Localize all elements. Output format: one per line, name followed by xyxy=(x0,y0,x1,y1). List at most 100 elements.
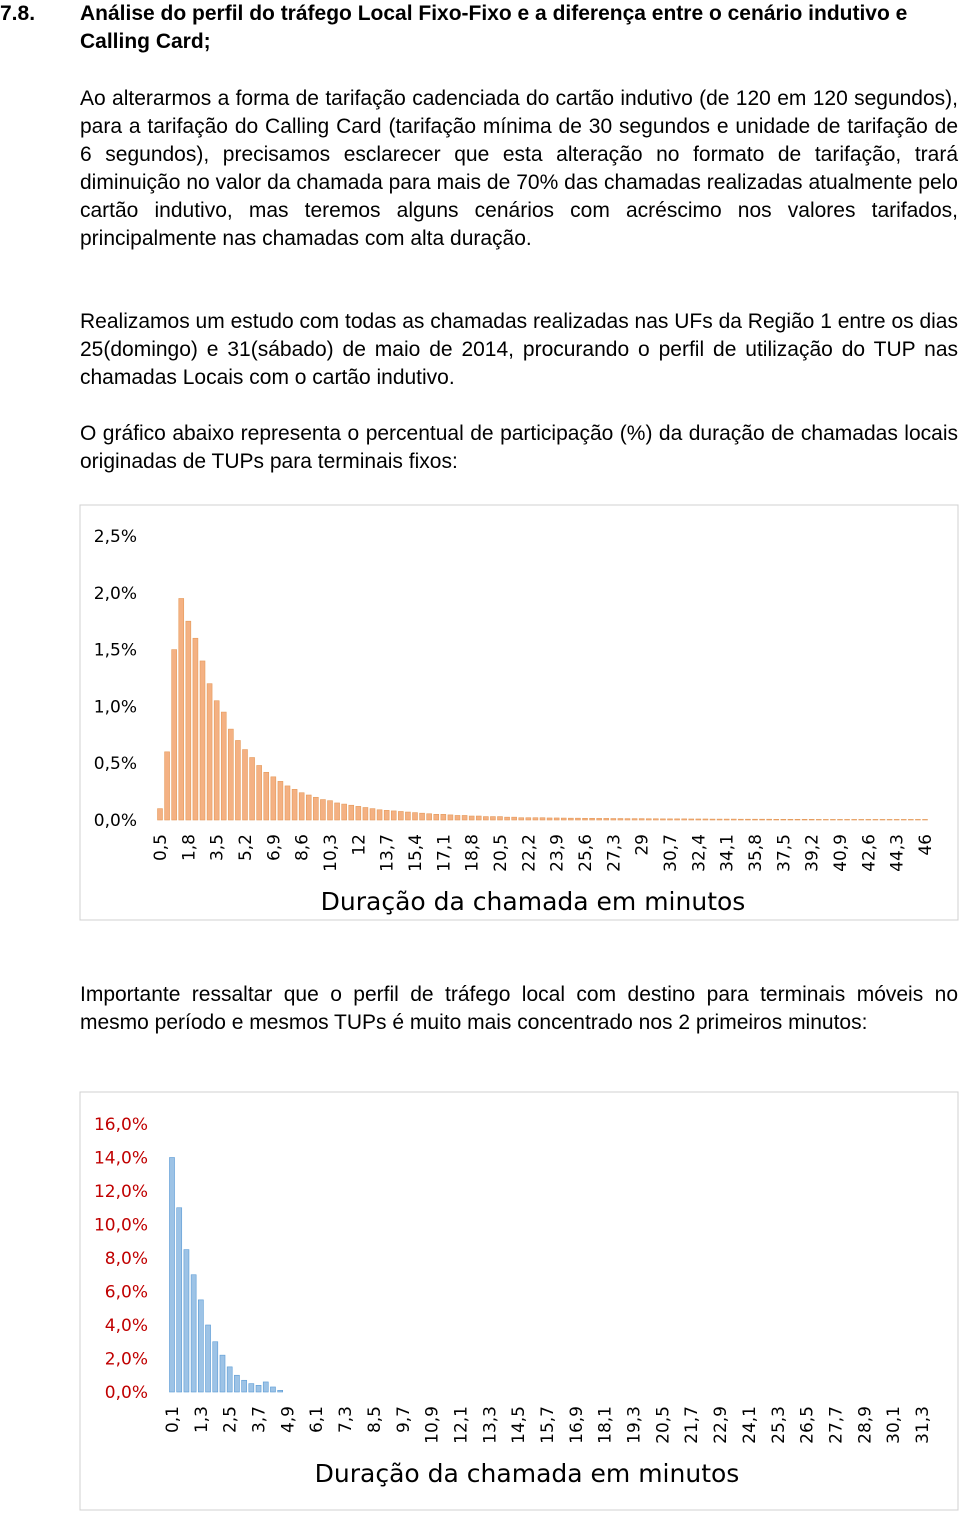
bar xyxy=(823,819,829,821)
chart-frame xyxy=(79,504,959,921)
x-tick-label: 18,8 xyxy=(463,834,483,872)
bar xyxy=(213,700,220,821)
bar xyxy=(709,818,716,821)
paragraph: Realizamos um estudo com todas as chamad… xyxy=(80,310,958,389)
x-tick-label: 27,3 xyxy=(604,834,624,872)
bar xyxy=(390,810,397,821)
x-axis-title: Duração da chamada em minutos xyxy=(321,887,746,916)
bar xyxy=(638,818,645,821)
bar xyxy=(199,660,206,821)
bar xyxy=(624,818,631,821)
bar xyxy=(695,818,702,821)
bar xyxy=(660,818,666,821)
x-tick-label: 40,9 xyxy=(831,834,851,872)
bar xyxy=(164,751,170,821)
y-tick-label: 2,0% xyxy=(105,1350,148,1370)
bar xyxy=(702,818,709,821)
x-tick-label: 3,5 xyxy=(208,834,228,861)
bar xyxy=(553,817,560,821)
bar xyxy=(355,806,362,821)
x-tick-label: 25,6 xyxy=(576,834,596,872)
bar xyxy=(815,819,822,821)
bar xyxy=(270,776,277,821)
x-tick-label: 30,1 xyxy=(884,1406,904,1444)
bar xyxy=(176,1207,183,1393)
bar xyxy=(645,818,652,821)
bar xyxy=(277,781,284,821)
bar xyxy=(157,808,163,821)
x-tick-label: 25,3 xyxy=(769,1406,789,1444)
x-tick-label: 30,7 xyxy=(661,834,681,872)
bar xyxy=(234,1374,240,1393)
bar xyxy=(752,818,758,821)
x-tick-label: 1,8 xyxy=(179,834,199,861)
bar xyxy=(206,683,213,821)
bar xyxy=(362,807,369,821)
y-tick-label: 0,0% xyxy=(94,811,137,831)
bar xyxy=(440,814,447,821)
y-tick-label: 16,0% xyxy=(94,1115,148,1135)
bar xyxy=(922,819,928,821)
x-tick-label: 2,5 xyxy=(221,1406,241,1433)
bar xyxy=(398,811,404,821)
bar xyxy=(773,819,780,821)
x-tick-label: 27,7 xyxy=(826,1406,846,1444)
x-tick-label: 15,7 xyxy=(538,1406,558,1444)
x-tick-label: 46 xyxy=(916,834,936,856)
chart-frame xyxy=(79,1091,959,1511)
bar xyxy=(249,757,255,821)
bar xyxy=(575,817,581,821)
bar xyxy=(759,818,765,821)
bar xyxy=(653,818,659,821)
bar xyxy=(277,1390,283,1393)
bar xyxy=(183,1249,190,1393)
x-tick-label: 5,2 xyxy=(236,834,256,861)
x-tick-label: 1,3 xyxy=(192,1406,212,1433)
bar xyxy=(341,803,347,821)
bar xyxy=(305,794,312,821)
bar xyxy=(518,817,525,821)
bar xyxy=(915,819,921,821)
bar xyxy=(178,598,185,821)
x-tick-label: 15,4 xyxy=(406,834,426,872)
bar xyxy=(475,815,482,821)
bar xyxy=(241,1379,247,1393)
bar xyxy=(198,1299,204,1393)
y-tick-label: 2,5% xyxy=(94,527,137,547)
x-tick-label: 20,5 xyxy=(491,834,511,872)
paragraph: O gráfico abaixo representa o percentual… xyxy=(80,422,958,473)
bar xyxy=(582,817,588,821)
bar xyxy=(794,819,801,821)
x-tick-label: 0,1 xyxy=(163,1406,183,1433)
y-tick-label: 0,5% xyxy=(94,754,137,774)
x-tick-label: 24,1 xyxy=(740,1406,760,1444)
x-tick-label: 26,5 xyxy=(798,1406,818,1444)
bar xyxy=(219,1354,226,1393)
bar xyxy=(461,815,468,821)
bar xyxy=(426,813,432,821)
x-tick-label: 22,9 xyxy=(711,1406,731,1444)
bar xyxy=(433,814,440,821)
bar xyxy=(631,818,638,821)
bar xyxy=(242,749,248,821)
x-tick-label: 39,2 xyxy=(803,834,823,872)
bar xyxy=(787,819,794,821)
bar xyxy=(192,637,199,821)
x-tick-label: 0,5 xyxy=(151,834,171,861)
x-tick-label: 42,6 xyxy=(859,834,879,872)
bar xyxy=(185,620,192,821)
bar xyxy=(190,1274,197,1393)
bar xyxy=(525,817,532,821)
bar xyxy=(256,765,262,821)
bar xyxy=(511,816,517,821)
bar xyxy=(320,799,326,821)
bar xyxy=(858,819,865,821)
bar xyxy=(596,818,602,821)
bar xyxy=(226,1366,233,1393)
bar xyxy=(497,816,503,821)
bar xyxy=(589,817,595,821)
bar xyxy=(808,819,815,821)
y-tick-label: 4,0% xyxy=(105,1316,148,1336)
bar xyxy=(780,819,787,821)
